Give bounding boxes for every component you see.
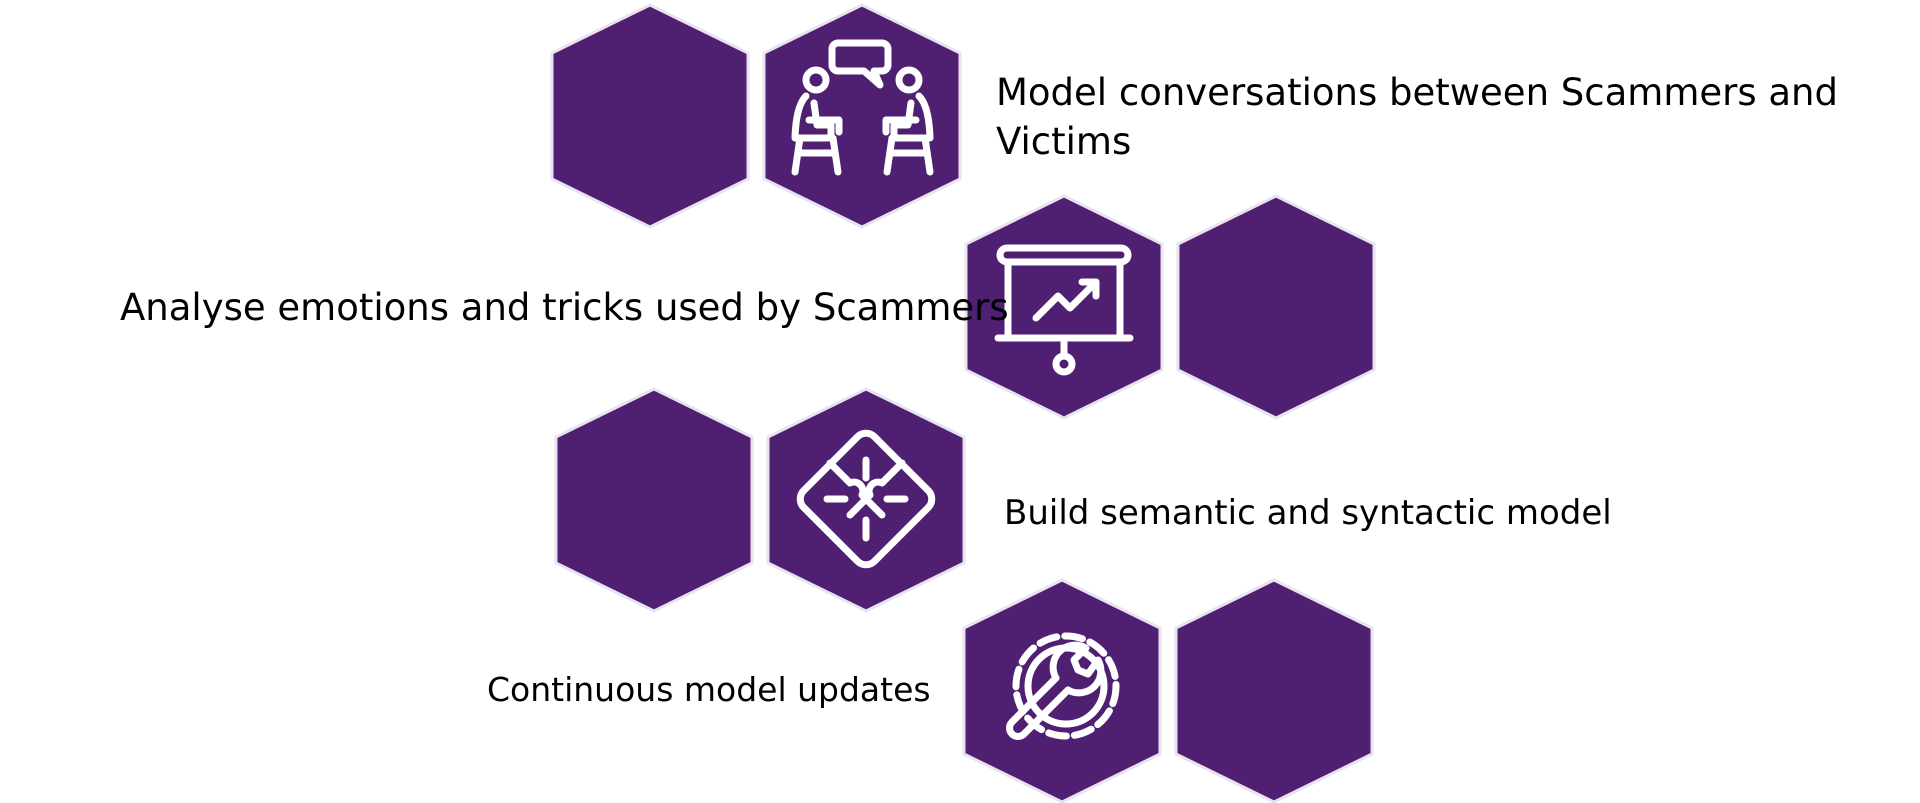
hexagon-2b	[1176, 194, 1376, 420]
step-label-updates: Continuous model updates	[487, 670, 931, 709]
hexagon-4a	[962, 578, 1162, 803]
hexagon-1a	[550, 3, 750, 229]
step-label-analyse: Analyse emotions and tricks used by Scam…	[120, 286, 1009, 329]
step-label-conversations: Model conversations between Scammers and…	[996, 71, 1838, 163]
step-label-build-model: Build semantic and syntactic model	[1004, 493, 1612, 533]
conversation-people-icon	[791, 39, 934, 176]
presentation-chart-icon	[994, 244, 1134, 376]
hexagon-4b	[1174, 578, 1374, 803]
gear-wrench-icon	[1006, 632, 1120, 740]
hexagon-1b	[762, 3, 962, 229]
hexagon-3a	[554, 387, 754, 613]
puzzle-pieces-icon	[796, 429, 936, 569]
